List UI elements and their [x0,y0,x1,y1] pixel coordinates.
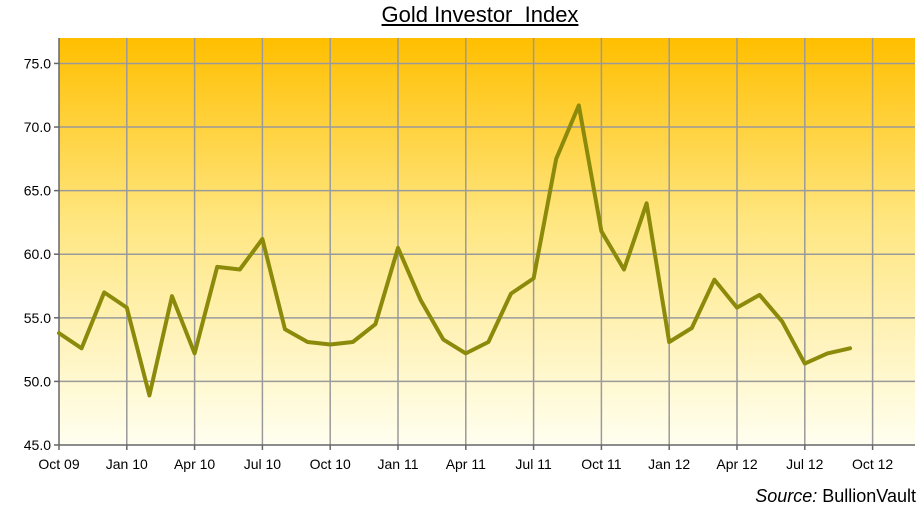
x-tick-label: Jul 10 [244,456,282,472]
x-tick-label: Jul 12 [786,456,824,472]
x-tick-label: Oct 11 [581,456,621,472]
x-tick-label: Jul 11 [515,456,552,472]
y-tick-label: 75.0 [24,55,51,71]
plot-area [59,38,915,445]
series-line [57,103,852,398]
y-tick-label: 60.0 [24,246,51,262]
x-tick-label: Jan 11 [378,456,419,472]
source-credit: Source: BullionVault [755,486,916,507]
y-tick-label: 70.0 [24,119,51,135]
x-tick-label: Oct 10 [310,456,351,472]
axes [58,38,915,446]
grid-lines [59,38,915,445]
source-value: BullionVault [822,486,916,506]
y-tick-label: 45.0 [24,437,51,453]
source-label: Source: [755,486,818,506]
chart-title: Gold Investor Index [381,2,579,27]
x-tick-label: Oct 12 [852,456,893,472]
y-tick-label: 50.0 [24,373,51,389]
x-tick-label: Oct 09 [38,456,79,472]
x-tick-label: Jan 12 [648,456,690,472]
x-tick-label: Jan 10 [106,456,148,472]
x-tick-label: Apr 11 [446,456,486,472]
y-axis-ticks: 45.0 50.0 55.0 60.0 65.0 70.0 75.0 [24,55,59,453]
y-tick-label: 55.0 [24,310,51,326]
x-tick-label: Apr 10 [174,456,215,472]
x-tick-label: Apr 12 [716,456,757,472]
y-tick-label: 65.0 [24,183,51,199]
x-axis-ticks: Oct 09 Jan 10 Apr 10 Jul 10 Oct 10 Jan 11 Apr … [38,445,893,472]
